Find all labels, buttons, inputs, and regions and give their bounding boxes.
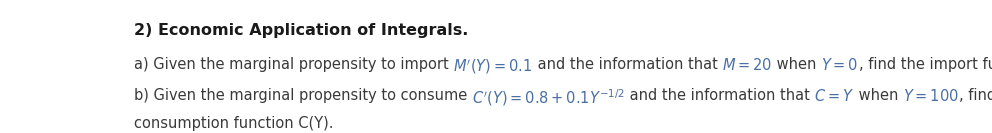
Text: $M = 20$: $M = 20$ [722,57,773,73]
Text: $C'(Y) = 0.8 + 0.1Y^{-1/2}$: $C'(Y) = 0.8 + 0.1Y^{-1/2}$ [472,88,625,108]
Text: $M'(Y) = 0.1$: $M'(Y) = 0.1$ [453,57,533,76]
Text: consumption function C(Y).: consumption function C(Y). [134,116,333,131]
Text: $C = Y$: $C = Y$ [814,88,854,104]
Text: and the information that: and the information that [533,57,722,72]
Text: b) Given the marginal propensity to consume: b) Given the marginal propensity to cons… [134,88,472,103]
Text: , find the import function M(Y).: , find the import function M(Y). [858,57,992,72]
Text: and the information that: and the information that [625,88,814,103]
Text: $Y = 100$: $Y = 100$ [903,88,959,104]
Text: , find the: , find the [959,88,992,103]
Text: when: when [773,57,821,72]
Text: 2) Economic Application of Integrals.: 2) Economic Application of Integrals. [134,23,468,38]
Text: a) Given the marginal propensity to import: a) Given the marginal propensity to impo… [134,57,453,72]
Text: when: when [854,88,903,103]
Text: $Y = 0$: $Y = 0$ [821,57,858,73]
